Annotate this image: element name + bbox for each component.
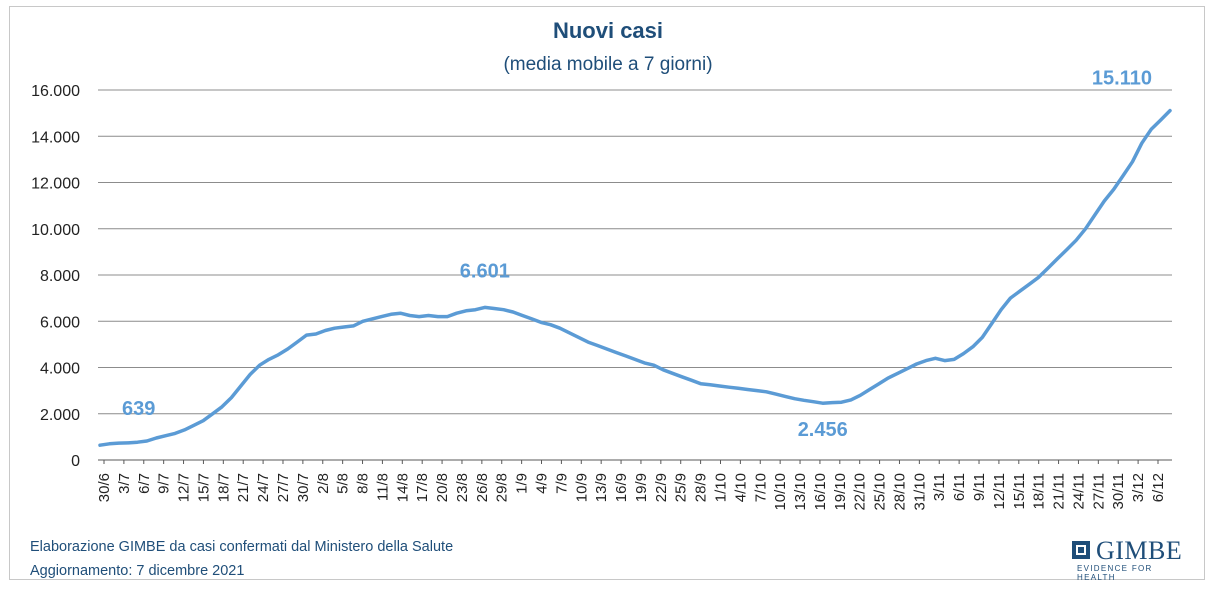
- gimbe-logo-icon: [1072, 541, 1090, 559]
- chart-frame: [9, 6, 1205, 580]
- y-tick-label: 8.000: [40, 268, 80, 285]
- x-tick-label: 12/11: [991, 473, 1008, 509]
- x-tick-label: 4/9: [534, 473, 551, 494]
- y-tick-label: 14.000: [31, 129, 80, 146]
- x-tick-label: 1/10: [712, 473, 729, 502]
- x-tick-label: 7/9: [553, 473, 570, 494]
- x-tick-label: 19/9: [633, 473, 650, 502]
- x-tick-label: 6/7: [136, 473, 153, 494]
- gimbe-logo: GIMBE EVIDENCE FOR HEALTH: [1072, 536, 1192, 582]
- x-tick-label: 24/11: [1070, 473, 1087, 509]
- x-tick-label: 28/9: [693, 473, 710, 502]
- x-tick-label: 8/8: [355, 473, 372, 494]
- x-tick-label: 12/7: [176, 473, 193, 502]
- x-tick-label: 5/8: [335, 473, 352, 494]
- y-tick-label: 6.000: [40, 314, 80, 331]
- chart-subtitle: (media mobile a 7 giorni): [503, 54, 713, 75]
- x-tick-label: 21/11: [1051, 473, 1068, 509]
- x-tick-label: 6/12: [1150, 473, 1167, 502]
- x-tick-label: 3/11: [931, 473, 948, 501]
- x-tick-label: 16/9: [613, 473, 630, 502]
- x-tick-label: 16/10: [812, 473, 829, 511]
- x-tick-label: 9/11: [971, 473, 988, 501]
- x-tick-label: 25/10: [872, 473, 889, 511]
- x-tick-label: 15/7: [195, 473, 212, 502]
- y-tick-label: 0: [71, 453, 80, 470]
- data-label: 6.601: [460, 260, 510, 282]
- x-tick-label: 19/10: [832, 473, 849, 511]
- x-tick-label: 28/10: [891, 473, 908, 511]
- y-tick-label: 16.000: [31, 83, 80, 100]
- x-tick-label: 4/10: [732, 473, 749, 502]
- x-tick-label: 17/8: [414, 473, 431, 502]
- x-tick-label: 13/9: [593, 473, 610, 502]
- chart-title: Nuovi casi: [552, 18, 664, 43]
- data-label: 639: [122, 398, 155, 420]
- x-tick-label: 10/10: [772, 473, 789, 511]
- x-tick-label: 21/7: [235, 473, 252, 502]
- y-tick-label: 4.000: [40, 361, 80, 378]
- x-tick-label: 15/11: [1011, 473, 1028, 509]
- data-label: 15.110: [1092, 68, 1152, 90]
- y-tick-label: 12.000: [31, 176, 80, 193]
- x-tick-label: 3/12: [1130, 473, 1147, 502]
- x-tick-label: 27/7: [275, 473, 292, 502]
- x-tick-label: 6/11: [951, 473, 968, 501]
- data-label: 2.456: [798, 419, 848, 441]
- x-tick-label: 23/8: [454, 473, 471, 502]
- logo-tagline: EVIDENCE FOR HEALTH: [1077, 564, 1153, 582]
- x-tick-label: 30/6: [96, 473, 113, 502]
- y-tick-label: 2.000: [40, 407, 80, 424]
- footer-source: Elaborazione GIMBE da casi confermati da…: [30, 539, 454, 555]
- y-tick-label: 10.000: [31, 222, 80, 239]
- x-tick-label: 18/11: [1031, 473, 1048, 509]
- x-tick-label: 9/7: [156, 473, 173, 494]
- x-tick-label: 20/8: [434, 473, 451, 502]
- x-tick-label: 24/7: [255, 473, 272, 502]
- x-tick-label: 27/11: [1090, 473, 1107, 509]
- x-tick-label: 2/8: [315, 473, 332, 494]
- x-tick-label: 10/9: [573, 473, 590, 502]
- x-tick-label: 29/8: [494, 473, 511, 502]
- x-tick-label: 26/8: [474, 473, 491, 502]
- x-tick-label: 1/9: [514, 473, 531, 494]
- x-tick-label: 13/10: [792, 473, 809, 511]
- x-tick-label: 18/7: [215, 473, 232, 502]
- x-tick-label: 22/9: [653, 473, 670, 502]
- x-tick-label: 30/11: [1110, 473, 1127, 509]
- series-line: [98, 108, 1172, 447]
- logo-name: GIMBE: [1096, 536, 1183, 565]
- x-tick-label: 3/7: [116, 473, 133, 494]
- x-tick-label: 31/10: [911, 473, 928, 511]
- x-tick-label: 11/8: [374, 473, 391, 501]
- footer-updated: Aggiornamento: 7 dicembre 2021: [30, 563, 245, 579]
- x-tick-label: 30/7: [295, 473, 312, 502]
- x-tick-label: 25/9: [673, 473, 690, 502]
- x-tick-label: 14/8: [394, 473, 411, 502]
- x-tick-label: 22/10: [852, 473, 869, 511]
- x-tick-label: 7/10: [752, 473, 769, 502]
